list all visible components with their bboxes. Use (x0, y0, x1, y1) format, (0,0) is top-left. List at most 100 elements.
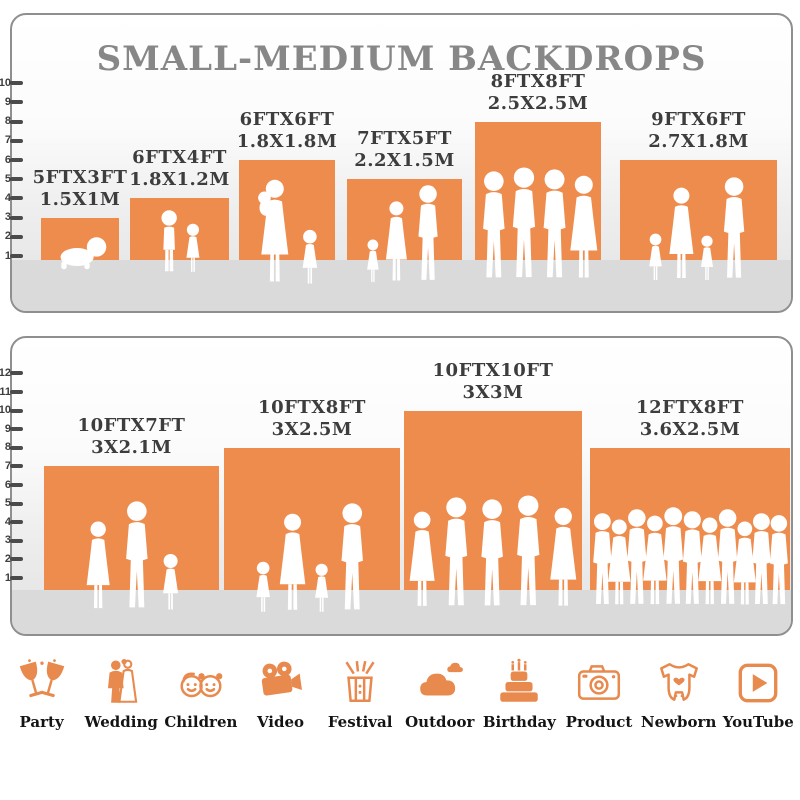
backdrop-panel-small: SMALL-MEDIUM BACKDROPS 5FTX3FT 1.5X1M 6FTX… (10, 13, 793, 313)
ruler-tick (10, 119, 23, 124)
ruler-tick (10, 408, 23, 413)
backdrop-size-label: 7FTX5FT 2.2X1.5M (295, 128, 515, 172)
backdrop-bar-10ftx8ft (224, 447, 400, 590)
size-ft-label: 12FTX8FT (636, 396, 744, 418)
backdrop-size-label: 10FTX8FT 3X2.5M (202, 397, 422, 441)
ruler-tick (10, 576, 23, 580)
size-ft-label: 7FTX5FT (357, 128, 452, 150)
backdrop-size-label: 12FTX8FT 3.6X2.5M (580, 396, 791, 441)
category-label: Newborn (640, 713, 717, 731)
ruler-number: 12 (0, 366, 11, 379)
category-label: Children (164, 713, 238, 731)
category-children: Children (163, 658, 239, 731)
ruler-tick (10, 158, 23, 162)
ruler-tick (10, 138, 23, 143)
category-newborn: Newborn (641, 658, 717, 731)
ruler-tick (10, 390, 23, 394)
category-party: Party (4, 658, 80, 731)
size-ft-label: 10FTX10FT (432, 359, 554, 381)
backdrop-panel-large: 10FTX7FT 3X2.1M 10FTX8FT 3X2.5M 10FTX10FT 3X3… (10, 336, 793, 636)
backdrop-bar-10ftx10ft (404, 410, 582, 590)
floor (12, 260, 791, 311)
size-ft-label: 10FTX7FT (77, 415, 186, 437)
ruler-tick (10, 234, 23, 239)
ruler-tick (10, 177, 23, 182)
floor (12, 590, 791, 634)
backdrop-size-label: 8FTX8FT 2.5X2.5M (428, 71, 648, 115)
ruler-number: 3 (4, 534, 11, 547)
ruler-tick (10, 501, 23, 506)
ruler-tick (10, 254, 23, 258)
size-ft-label: 10FTX8FT (258, 396, 366, 418)
size-ft-label: 9FTX6FT (651, 109, 746, 130)
youtube-icon (733, 658, 783, 708)
category-label: YouTube (722, 713, 794, 731)
category-label: Festival (327, 713, 393, 731)
ruler-number: 11 (0, 385, 11, 398)
ruler-number: 1 (4, 571, 11, 584)
backdrop-bar-6ftx4ft (130, 198, 229, 260)
category-label: Birthday (482, 713, 556, 731)
festival-icon (335, 658, 385, 708)
size-ft-label: 8FTX8FT (490, 70, 586, 92)
category-youtube: YouTube (720, 658, 796, 731)
ruler-number: 4 (4, 515, 11, 528)
size-m-label: 3X2.1M (91, 437, 172, 459)
size-m-label: 2.2X1.5M (354, 150, 455, 172)
category-bar: Party Wedding Children Video Festival Outdoor… (0, 658, 800, 731)
category-festival: Festival (322, 658, 398, 731)
ruler-number: 10 (0, 76, 11, 89)
backdrop-size-label: 10FTX10FT 3X3M (383, 360, 603, 404)
ruler-number: 5 (4, 497, 11, 510)
ruler-number: 4 (4, 191, 11, 204)
ruler-number: 9 (4, 95, 11, 108)
backdrop-size-label: 9FTX6FT 2.7X1.8M (589, 109, 792, 153)
backdrop-bar-12ftx8ft (590, 447, 790, 590)
category-product: Product (561, 658, 637, 731)
backdrop-bar-6ftx6ft (239, 160, 335, 260)
category-label: Video (256, 713, 305, 731)
ruler-tick (10, 100, 23, 105)
backdrop-bar-7ftx5ft (347, 179, 462, 260)
ruler-tick (10, 81, 23, 86)
ruler-number: 8 (4, 115, 11, 128)
category-label: Outdoor (405, 713, 475, 731)
ruler-tick (10, 483, 23, 487)
ruler-number: 6 (4, 478, 11, 491)
backdrop-bar-10ftx7ft (44, 466, 219, 590)
ruler-number: 1 (4, 249, 11, 262)
backdrop-bar-5ftx3ft (41, 217, 119, 260)
backdrop-size-label: 6FTX4FT 1.8X1.2M (70, 147, 290, 191)
ruler-tick (10, 371, 23, 376)
backdrop-bar-8ftx8ft (475, 121, 601, 260)
size-m-label: 3.6X2.5M (639, 418, 741, 440)
outdoor-icon (415, 658, 465, 708)
size-ft-label: 6FTX4FT (132, 147, 227, 169)
ruler-tick (10, 445, 23, 450)
product-icon (574, 658, 624, 708)
category-label: Product (565, 713, 633, 731)
ruler-number: 2 (4, 552, 11, 565)
ruler-number: 9 (4, 422, 11, 435)
ruler-tick (10, 464, 23, 469)
backdrop-size-label: 6FTX6FT 1.8X1.8M (177, 109, 397, 153)
ruler-tick (10, 427, 23, 432)
ruler-tick (10, 196, 23, 201)
newborn-icon (654, 658, 704, 708)
size-m-label: 3X2.5M (271, 418, 353, 440)
children-icon (176, 658, 226, 708)
ruler-number: 2 (4, 230, 11, 243)
video-icon (256, 658, 306, 708)
ruler-tick (10, 557, 23, 562)
size-m-label: 1.8X1.2M (129, 169, 230, 191)
backdrop-bar-9ftx6ft (620, 160, 777, 260)
size-m-label: 2.5X2.5M (487, 92, 589, 114)
size-m-label: 2.7X1.8M (648, 131, 749, 152)
birthday-icon (494, 658, 544, 708)
category-label: Wedding (84, 713, 158, 731)
ruler-number: 8 (4, 441, 11, 454)
ruler-tick (10, 215, 23, 220)
ruler-tick (10, 538, 23, 543)
ruler-tick (10, 520, 23, 525)
